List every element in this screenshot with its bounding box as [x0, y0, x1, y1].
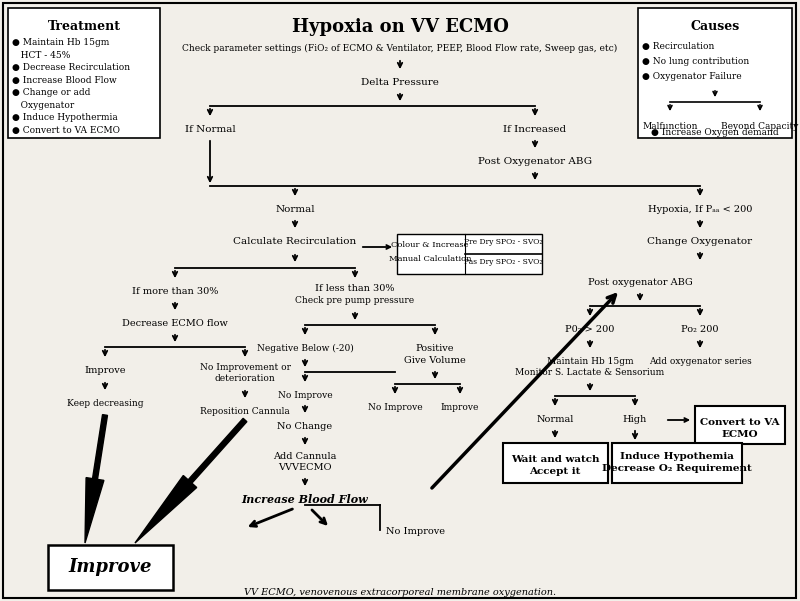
Text: No Improve: No Improve	[386, 527, 445, 536]
Text: deterioration: deterioration	[214, 374, 275, 383]
Text: Keep decreasing: Keep decreasing	[66, 399, 143, 408]
Text: ● Change or add: ● Change or add	[12, 88, 90, 97]
Text: Normal: Normal	[275, 205, 315, 214]
Text: Causes: Causes	[690, 20, 740, 33]
Text: No Improve: No Improve	[368, 403, 422, 412]
Text: HCT - 45%: HCT - 45%	[12, 50, 70, 59]
Text: Monitor S. Lactate & Sensorium: Monitor S. Lactate & Sensorium	[515, 368, 665, 377]
Text: Post Oxygenator ABG: Post Oxygenator ABG	[478, 157, 592, 166]
Text: Positive: Positive	[416, 344, 454, 353]
Text: Pre Dry SPO₂ - SVO₂: Pre Dry SPO₂ - SVO₂	[464, 238, 542, 246]
Text: Po₂ 200: Po₂ 200	[682, 325, 718, 334]
Text: Check pre pump pressure: Check pre pump pressure	[295, 296, 414, 305]
Text: Malfunction: Malfunction	[642, 122, 698, 131]
Text: ● Decrease Recirculation: ● Decrease Recirculation	[12, 63, 130, 72]
Bar	[638, 8, 792, 138]
Text: If Normal: If Normal	[185, 125, 235, 134]
Text: ● Oxygenator Failure: ● Oxygenator Failure	[642, 72, 742, 81]
Text: Negative Below (-20): Negative Below (-20)	[257, 344, 354, 353]
Text: Decrease ECMO flow: Decrease ECMO flow	[122, 319, 228, 328]
Text: High: High	[623, 415, 647, 424]
Text: Oxygenator: Oxygenator	[12, 100, 74, 109]
Text: Improve: Improve	[68, 558, 152, 576]
Text: ● Increase Oxygen demand: ● Increase Oxygen demand	[651, 128, 779, 137]
Text: Post oxygenator ABG: Post oxygenator ABG	[588, 278, 692, 287]
Text: ECMO: ECMO	[722, 430, 758, 439]
Text: Induce Hypothemia: Induce Hypothemia	[620, 452, 734, 461]
Text: ● No lung contribution: ● No lung contribution	[642, 57, 750, 66]
Text: Decrease O₂ Requirement: Decrease O₂ Requirement	[602, 464, 752, 473]
Text: Hypoxia, If Pₐₐ < 200: Hypoxia, If Pₐₐ < 200	[648, 205, 752, 214]
Text: Normal: Normal	[536, 415, 574, 424]
Text: VVVECMO: VVVECMO	[278, 463, 332, 472]
Text: Give Volume: Give Volume	[404, 356, 466, 365]
Text: If Increased: If Increased	[503, 125, 566, 134]
Text: ● Maintain Hb 15gm: ● Maintain Hb 15gm	[12, 38, 110, 47]
Text: No Change: No Change	[278, 422, 333, 431]
Text: Colour & Increase: Colour & Increase	[391, 241, 469, 249]
Text: Maintain Hb 15gm: Maintain Hb 15gm	[546, 357, 634, 366]
Text: Pas Dry SPO₂ - SVO₂: Pas Dry SPO₂ - SVO₂	[464, 258, 542, 266]
Bar	[8, 8, 160, 138]
Text: ● Increase Blood Flow: ● Increase Blood Flow	[12, 76, 117, 85]
Text: Delta Pressure: Delta Pressure	[361, 78, 439, 87]
Polygon shape	[85, 415, 107, 543]
Text: VV ECMO, venovenous extracorporeal membrane oxygenation.: VV ECMO, venovenous extracorporeal membr…	[244, 588, 556, 597]
Text: Convert to VA: Convert to VA	[700, 418, 780, 427]
Text: Accept it: Accept it	[530, 467, 581, 476]
Text: Hypoxia on VV ECMO: Hypoxia on VV ECMO	[291, 18, 509, 36]
Text: Increase Blood Flow: Increase Blood Flow	[242, 494, 368, 505]
Bar	[48, 545, 173, 590]
Text: No Improvement or: No Improvement or	[199, 363, 290, 372]
Text: Add Cannula: Add Cannula	[274, 452, 337, 461]
Text: Improve: Improve	[84, 366, 126, 375]
Bar	[397, 234, 542, 274]
Text: ● Convert to VA ECMO: ● Convert to VA ECMO	[12, 126, 120, 135]
Polygon shape	[135, 418, 247, 543]
Text: If less than 30%: If less than 30%	[315, 284, 394, 293]
Text: Calculate Recirculation: Calculate Recirculation	[234, 237, 357, 246]
Text: Change Oxygenator: Change Oxygenator	[647, 237, 753, 246]
Text: Treatment: Treatment	[47, 20, 121, 33]
Text: Manual Calculation: Manual Calculation	[389, 255, 471, 263]
Bar	[695, 406, 785, 444]
Text: If more than 30%: If more than 30%	[132, 287, 218, 296]
Bar	[612, 443, 742, 483]
Text: ● Recirculation: ● Recirculation	[642, 42, 714, 51]
Text: No Improve: No Improve	[278, 391, 332, 400]
Text: Check parameter settings (FiO₂ of ECMO & Ventilator, PEEP, Blood Flow rate, Swee: Check parameter settings (FiO₂ of ECMO &…	[182, 44, 618, 53]
Text: Add oxygenator series: Add oxygenator series	[649, 357, 751, 366]
Text: Beyond Capacity: Beyond Capacity	[722, 122, 798, 131]
Text: Reposition Cannula: Reposition Cannula	[200, 407, 290, 416]
Text: ● Induce Hypothermia: ● Induce Hypothermia	[12, 113, 118, 122]
Text: Improve: Improve	[441, 403, 479, 412]
Bar	[503, 443, 608, 483]
Text: P0₂ > 200: P0₂ > 200	[566, 325, 614, 334]
Text: Wait and watch: Wait and watch	[510, 455, 599, 464]
